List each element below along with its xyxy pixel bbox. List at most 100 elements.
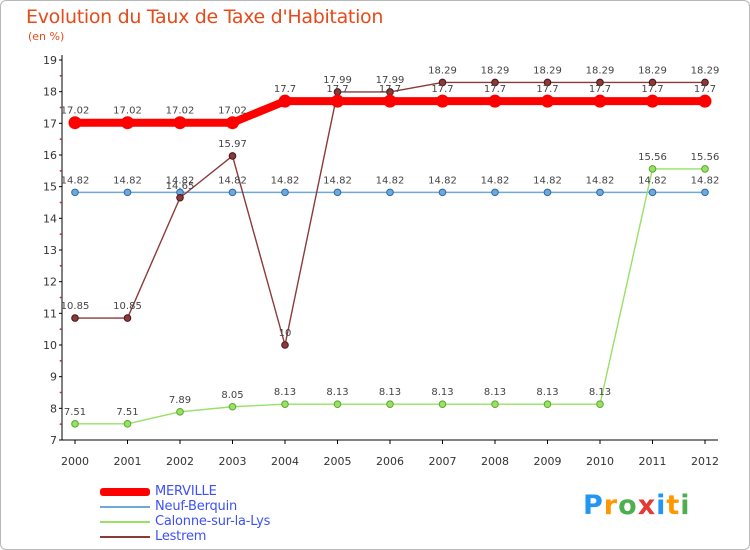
y-tick-label: 18 [43, 86, 57, 99]
data-point [596, 400, 604, 409]
y-minor-tick [59, 264, 62, 267]
x-tick-label: 2011 [639, 455, 667, 468]
data-point [701, 188, 709, 197]
data-label: 17.7 [641, 84, 663, 95]
data-label: 14.82 [166, 175, 195, 186]
data-label: 7.51 [64, 407, 86, 418]
data-point [438, 78, 447, 87]
data-point [121, 116, 134, 130]
data-label: 8.13 [484, 387, 506, 398]
legend-label: Lestrem [155, 529, 207, 544]
legend-label: MERVILLE [155, 484, 217, 499]
data-point [596, 78, 604, 87]
x-tick-label: 2007 [429, 455, 457, 468]
data-label: 14.82 [533, 175, 562, 186]
data-label: 15.97 [218, 139, 247, 150]
data-label: 15.56 [691, 152, 720, 163]
y-minor-tick [59, 106, 62, 109]
y-tick-label: 7 [50, 434, 57, 447]
y-tick-label: 15 [43, 181, 57, 194]
data-label: 14.82 [586, 175, 615, 186]
data-label: 18.29 [481, 65, 510, 76]
x-tick-label: 2012 [691, 455, 719, 468]
x-tick-label: 2004 [271, 455, 299, 468]
logo-letter: x [637, 490, 657, 521]
data-label: 8.13 [536, 387, 558, 398]
data-point [226, 116, 239, 130]
data-label: 18.29 [691, 65, 720, 76]
data-label: 8.13 [431, 387, 453, 398]
data-label: 14.82 [691, 175, 720, 186]
data-label: 8.13 [274, 387, 296, 398]
data-label: 17.7 [326, 84, 348, 95]
data-point [383, 94, 397, 108]
data-point [71, 314, 79, 322]
data-label: 14.82 [638, 175, 667, 186]
y-minor-tick [59, 296, 62, 299]
x-tick-label: 2006 [376, 455, 404, 468]
data-point [491, 400, 499, 409]
data-point [71, 420, 79, 428]
data-point [543, 400, 552, 409]
series-line-calonne-sur-la-lys [75, 168, 705, 425]
proxiti-logo: Proxiti [583, 490, 691, 521]
logo-letter: o [618, 490, 638, 521]
logo-letter: t [666, 490, 681, 521]
data-point [281, 341, 289, 349]
logo-letter: i [680, 490, 691, 521]
data-point [333, 400, 342, 409]
logo-letter: i [656, 490, 667, 521]
data-point [228, 402, 237, 411]
legend-label: Neuf-Berquin [155, 499, 238, 514]
y-minor-tick [59, 359, 62, 362]
data-point [228, 188, 237, 197]
y-minor-tick [59, 169, 62, 172]
data-label: 18.29 [586, 65, 615, 76]
data-point [123, 188, 132, 197]
data-point [701, 78, 709, 87]
data-label: 14.82 [113, 175, 142, 186]
data-label: 15.56 [638, 152, 667, 163]
y-minor-tick [59, 391, 62, 394]
data-label: 14.82 [271, 175, 300, 186]
legend-swatch [100, 536, 150, 538]
data-point [123, 314, 132, 322]
x-tick-label: 2008 [481, 455, 509, 468]
data-point [176, 408, 184, 416]
legend-swatch [100, 488, 150, 496]
data-label: 17.99 [376, 75, 405, 86]
data-point [543, 188, 552, 197]
data-label: 17.02 [218, 106, 247, 117]
y-tick-label: 19 [43, 54, 57, 67]
y-tick-label: 13 [43, 244, 57, 257]
data-label: 14.82 [61, 175, 90, 186]
data-point [281, 400, 289, 409]
data-point [438, 400, 447, 409]
y-tick-label: 16 [43, 149, 57, 162]
data-point [593, 94, 607, 108]
data-label: 18.29 [638, 65, 667, 76]
x-tick-label: 2003 [219, 455, 247, 468]
data-point [596, 188, 604, 197]
x-tick-label: 2001 [114, 455, 142, 468]
data-point [646, 94, 659, 108]
data-label: 10 [279, 328, 292, 339]
data-label: 14.82 [481, 175, 510, 186]
y-tick-label: 10 [43, 339, 57, 352]
data-point [543, 78, 552, 87]
data-point [701, 165, 709, 173]
y-minor-tick [59, 74, 62, 77]
y-minor-tick [59, 138, 62, 141]
data-point [281, 188, 289, 197]
data-point [176, 193, 184, 202]
y-tick-label: 9 [50, 371, 57, 384]
data-label: 17.02 [61, 106, 90, 117]
data-point [648, 165, 657, 173]
legend-swatch [100, 521, 150, 523]
data-label: 17.7 [431, 84, 453, 95]
data-point [648, 188, 657, 197]
data-point [333, 188, 342, 197]
data-point [123, 420, 132, 428]
legend-swatch [100, 506, 150, 508]
y-tick-label: 14 [43, 212, 57, 225]
